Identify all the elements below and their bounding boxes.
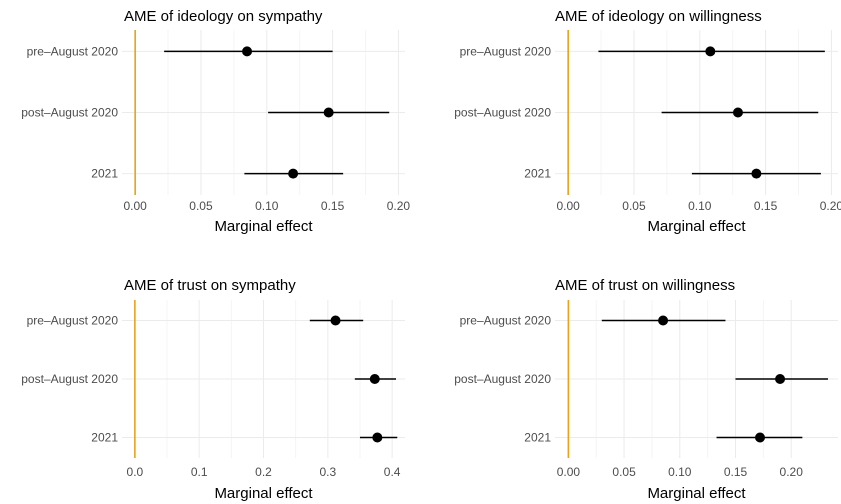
point-estimate [755, 432, 766, 443]
y-tick-label: post–August 2020 [454, 106, 551, 120]
y-tick-label: 2021 [91, 167, 118, 181]
x-tick-label: 0.20 [820, 199, 841, 213]
x-tick-label: 0.05 [622, 199, 646, 213]
panel-trust-willingness: 0.00 0.05 0.10 0.15 0.20 pre–August 2020 post–… [454, 277, 838, 502]
x-tick-label: 0.00 [556, 199, 580, 213]
y-tick-label: post–August 2020 [21, 106, 118, 120]
x-tick-label: 0.1 [191, 465, 208, 479]
panel-title: AME of trust on sympathy [124, 277, 296, 294]
panel-trust-sympathy: 0.0 0.1 0.2 0.3 0.4 pre–August 2020 post–Augus… [21, 277, 405, 502]
x-tick-label: 0.00 [123, 199, 147, 213]
x-axis-label: Marginal effect [214, 218, 313, 235]
point-estimate [775, 374, 786, 384]
point-estimate [330, 315, 341, 326]
y-tick-label: post–August 2020 [454, 372, 551, 386]
x-tick-label: 0.05 [189, 199, 213, 213]
y-tick-label: 2021 [91, 431, 118, 445]
x-tick-label: 0.15 [724, 465, 748, 479]
point-estimate [705, 46, 716, 57]
panel-title: AME of ideology on sympathy [124, 8, 323, 25]
point-estimate [369, 374, 380, 384]
panel-ideology-willingness: 0.00 0.05 0.10 0.15 0.20 pre–August 2020 post–… [454, 8, 841, 235]
x-tick-label: 0.10 [668, 465, 692, 479]
x-axis-label: Marginal effect [647, 485, 746, 502]
x-tick-label: 0.15 [754, 199, 778, 213]
point-estimate [732, 107, 743, 118]
point-estimate [751, 168, 762, 179]
y-tick-label: pre–August 2020 [460, 313, 552, 327]
x-tick-label: 0.20 [387, 199, 411, 213]
x-tick-label: 0.4 [384, 465, 401, 479]
x-tick-label: 0.3 [319, 465, 336, 479]
panel-title: AME of ideology on willingness [555, 8, 762, 25]
y-tick-label: 2021 [524, 431, 551, 445]
x-tick-label: 0.2 [255, 465, 272, 479]
panel-ideology-sympathy: 0.00 0.05 0.10 0.15 0.20 pre–August 2020 post–… [21, 8, 410, 235]
point-estimate [242, 46, 253, 57]
point-estimate [323, 107, 334, 118]
point-estimate [372, 432, 383, 443]
x-axis-label: Marginal effect [647, 218, 746, 235]
panel-title: AME of trust on willingness [555, 277, 735, 294]
y-tick-label: pre–August 2020 [460, 44, 552, 58]
y-tick-label: post–August 2020 [21, 372, 118, 386]
x-tick-label: 0.00 [557, 465, 581, 479]
x-axis-label: Marginal effect [214, 485, 313, 502]
y-tick-label: pre–August 2020 [27, 44, 119, 58]
x-tick-label: 0.0 [127, 465, 144, 479]
x-tick-label: 0.10 [255, 199, 279, 213]
x-tick-label: 0.20 [780, 465, 804, 479]
point-estimate [288, 168, 299, 179]
x-tick-label: 0.10 [688, 199, 712, 213]
y-tick-label: 2021 [524, 167, 551, 181]
x-tick-label: 0.05 [612, 465, 636, 479]
y-tick-label: pre–August 2020 [27, 313, 119, 327]
x-tick-label: 0.15 [321, 199, 345, 213]
point-estimate [658, 315, 669, 326]
